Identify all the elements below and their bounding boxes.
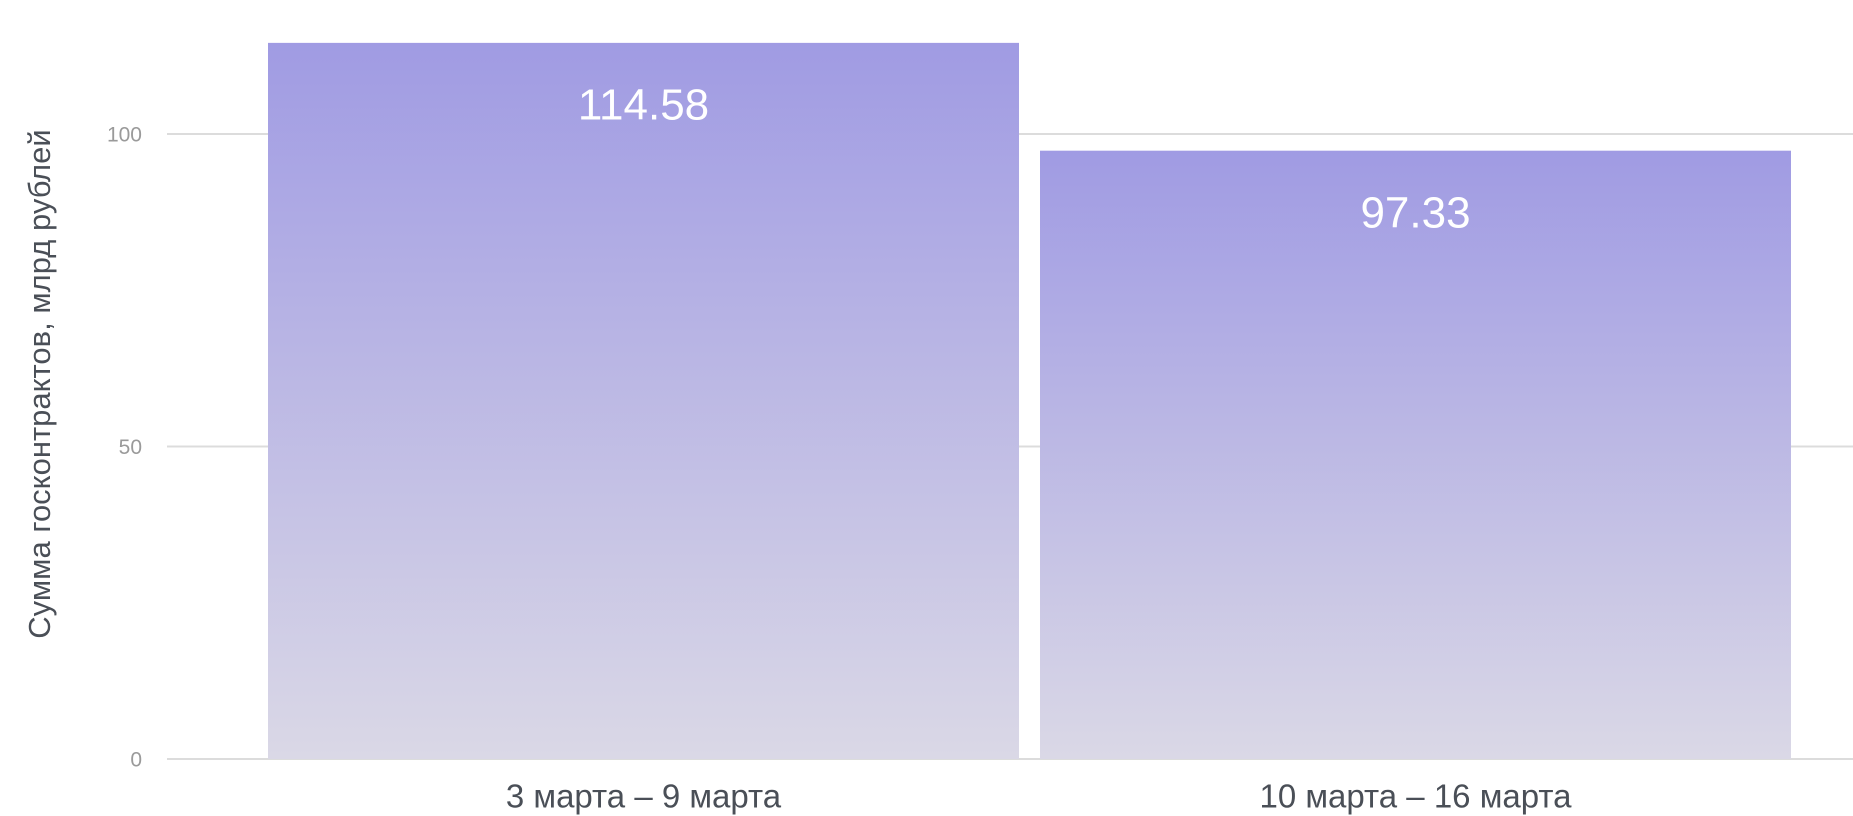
value-label: 97.33 (1360, 188, 1470, 237)
x-tick-label: 10 марта – 16 марта (1260, 778, 1573, 815)
bar (1040, 150, 1791, 759)
value-label: 114.58 (578, 81, 709, 130)
y-tick-label: 50 (119, 436, 142, 459)
x-tick-label: 3 марта – 9 марта (506, 778, 782, 815)
bar (268, 42, 1019, 759)
y-tick-label: 100 (107, 124, 142, 147)
y-axis-label: Сумма госконтрактов, млрд рублей (22, 129, 57, 638)
y-tick-label: 0 (130, 749, 142, 772)
